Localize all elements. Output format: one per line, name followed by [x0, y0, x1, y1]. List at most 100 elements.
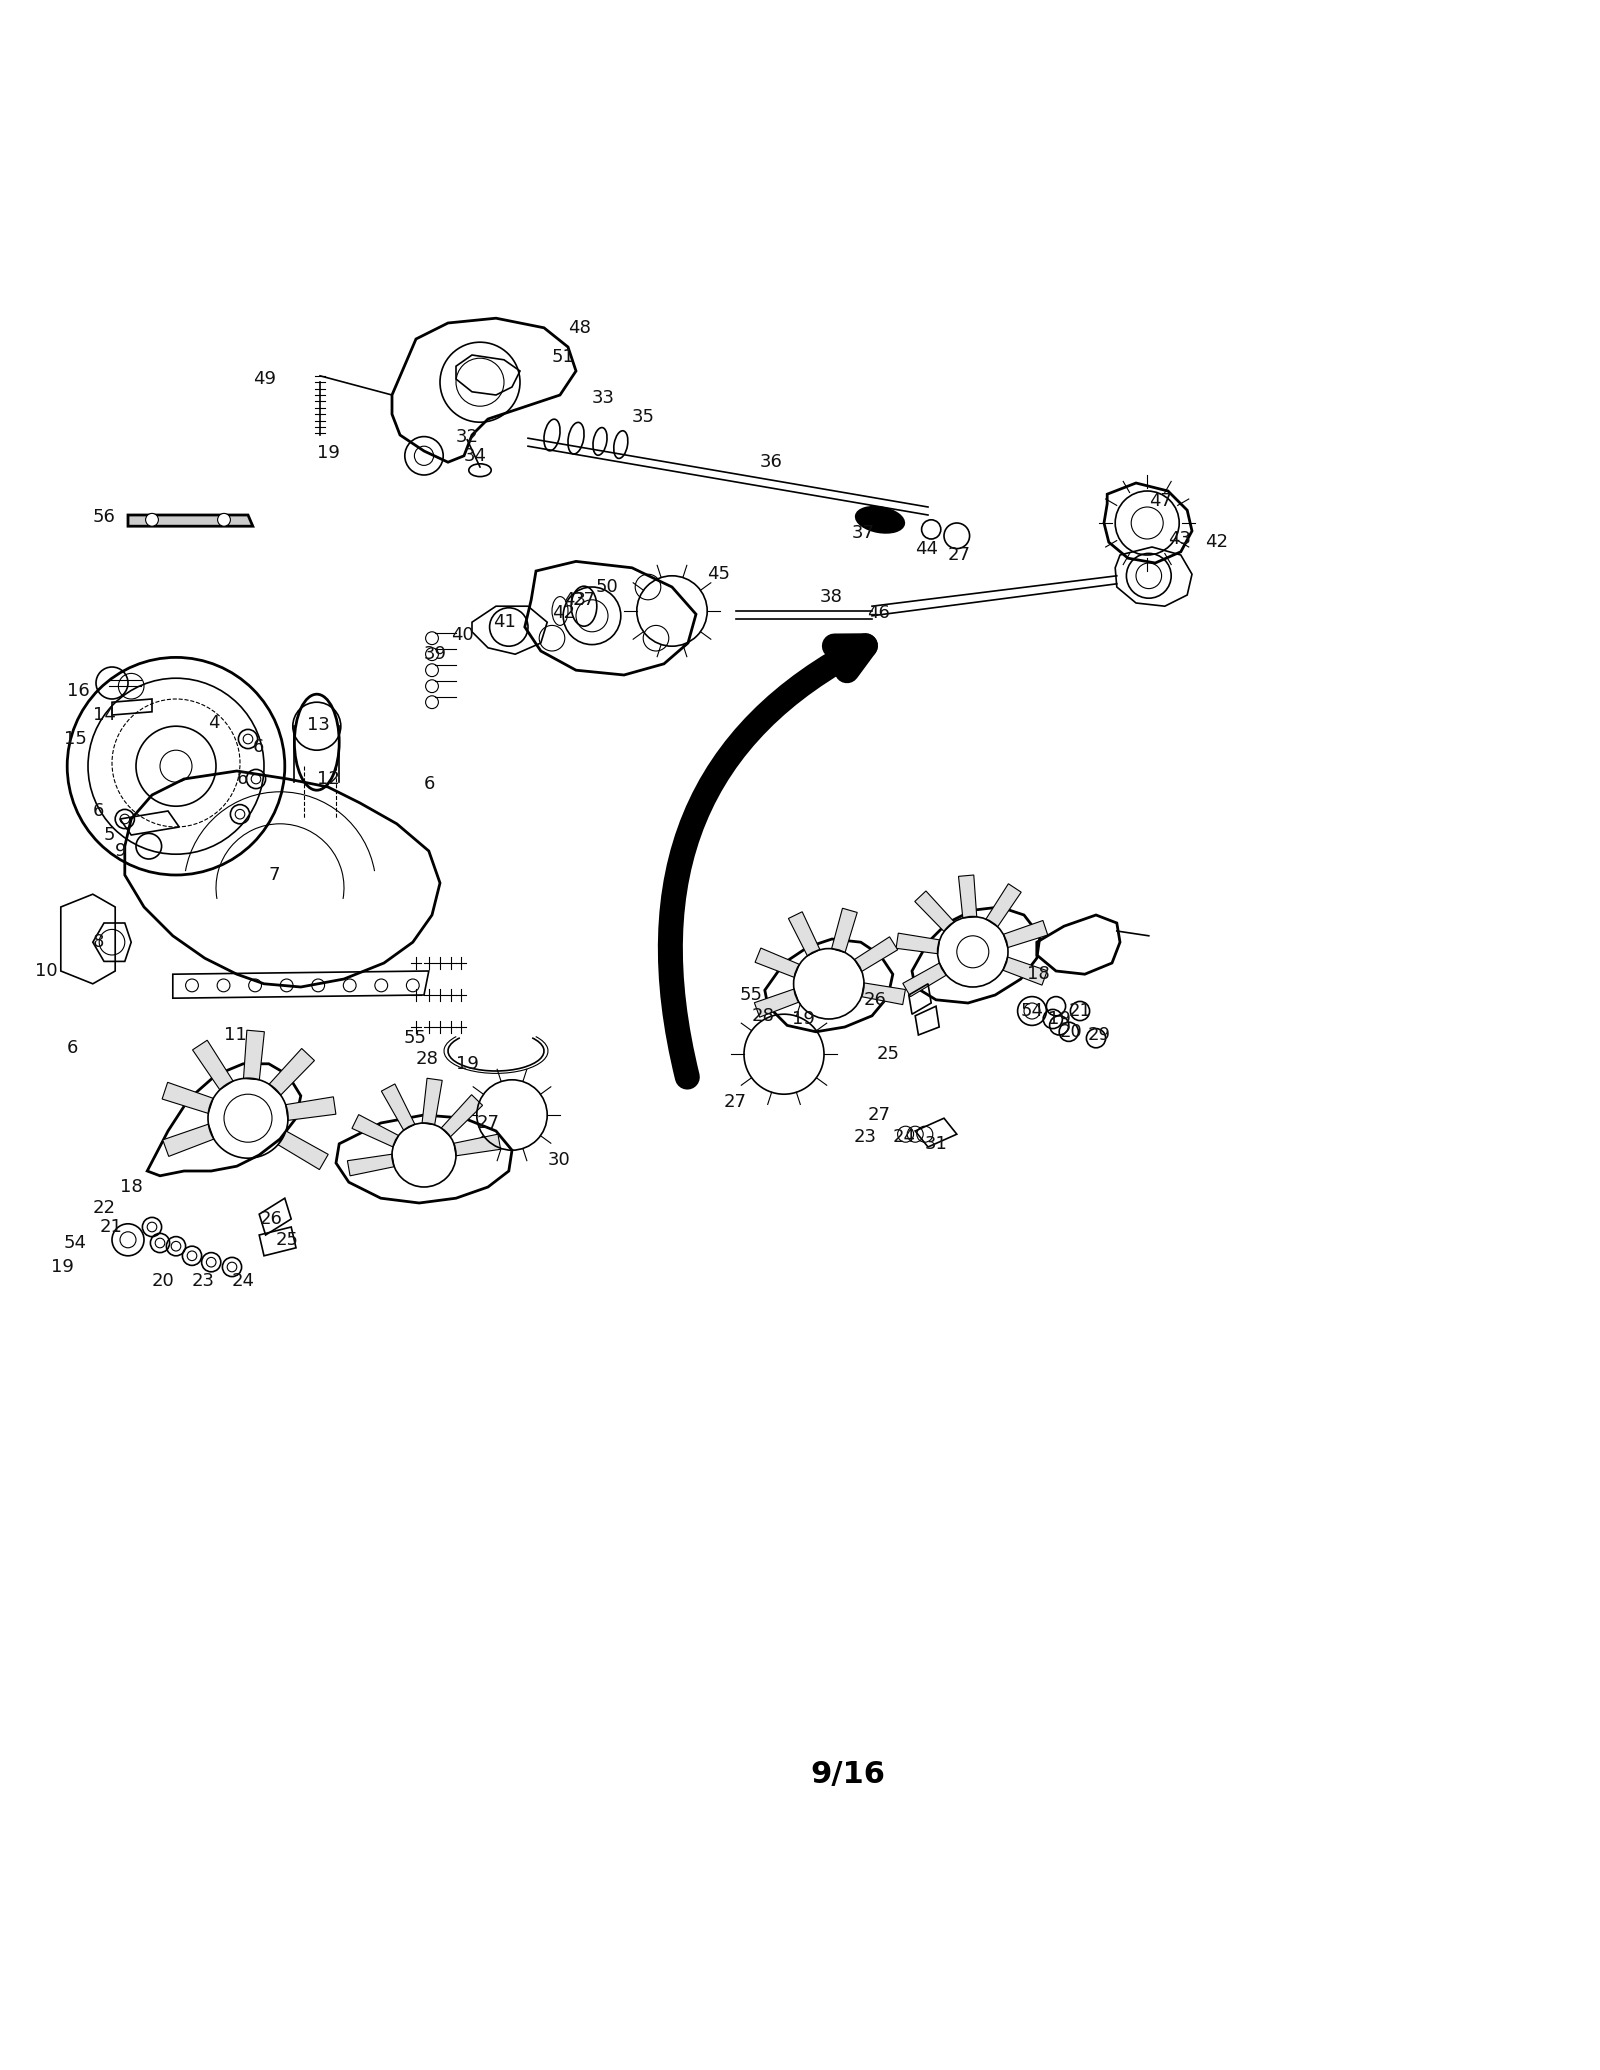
Text: 56: 56 — [93, 507, 115, 526]
Text: 27: 27 — [867, 1105, 890, 1124]
Text: 42: 42 — [552, 604, 574, 621]
Text: 16: 16 — [67, 681, 90, 700]
Text: 26: 26 — [864, 992, 886, 1008]
Text: 36: 36 — [760, 453, 782, 472]
Circle shape — [218, 513, 230, 526]
Text: 6: 6 — [424, 774, 435, 793]
Text: 11: 11 — [224, 1027, 246, 1043]
Text: 41: 41 — [493, 613, 515, 631]
Text: 10: 10 — [35, 963, 58, 979]
Text: 19: 19 — [317, 443, 339, 462]
Polygon shape — [128, 515, 253, 526]
Polygon shape — [1003, 956, 1048, 985]
Text: 13: 13 — [307, 716, 330, 733]
Text: 27: 27 — [477, 1114, 499, 1132]
Circle shape — [146, 513, 158, 526]
Polygon shape — [1003, 921, 1048, 948]
Text: 5: 5 — [104, 826, 115, 845]
Polygon shape — [958, 876, 976, 917]
Polygon shape — [422, 1078, 442, 1124]
Polygon shape — [442, 1095, 483, 1136]
Text: 45: 45 — [707, 565, 730, 584]
Text: 50: 50 — [595, 578, 618, 596]
Polygon shape — [861, 983, 906, 1004]
Text: 23: 23 — [192, 1273, 214, 1290]
Text: 27: 27 — [947, 546, 970, 563]
Polygon shape — [454, 1134, 501, 1155]
Text: 51: 51 — [552, 348, 574, 366]
Text: 19: 19 — [1048, 1010, 1070, 1029]
Polygon shape — [902, 963, 947, 996]
Text: 25: 25 — [275, 1232, 298, 1248]
Polygon shape — [789, 911, 819, 956]
Polygon shape — [162, 1083, 213, 1114]
Polygon shape — [278, 1130, 328, 1170]
Text: 23: 23 — [854, 1128, 877, 1147]
Text: 46: 46 — [867, 604, 890, 621]
Text: 28: 28 — [752, 1006, 774, 1025]
Polygon shape — [192, 1041, 234, 1089]
Text: 55: 55 — [403, 1029, 426, 1047]
Text: 33: 33 — [592, 389, 614, 408]
Text: 44: 44 — [915, 540, 938, 557]
Text: 48: 48 — [568, 319, 590, 337]
Text: 27: 27 — [723, 1093, 746, 1112]
Polygon shape — [286, 1097, 336, 1120]
Text: 14: 14 — [93, 706, 115, 724]
Text: 43: 43 — [563, 590, 586, 609]
Text: 38: 38 — [819, 588, 842, 607]
Polygon shape — [755, 948, 800, 977]
Text: 25: 25 — [877, 1045, 899, 1064]
Text: 6: 6 — [93, 801, 104, 820]
Polygon shape — [352, 1114, 398, 1147]
Text: 29: 29 — [1088, 1027, 1110, 1043]
Polygon shape — [854, 938, 898, 971]
Text: 32: 32 — [456, 428, 478, 445]
Text: 9/16: 9/16 — [811, 1760, 885, 1788]
Polygon shape — [163, 1124, 214, 1157]
Text: 22: 22 — [93, 1199, 115, 1217]
Text: 39: 39 — [424, 646, 446, 662]
Text: 55: 55 — [739, 985, 762, 1004]
Text: 4: 4 — [208, 714, 219, 733]
Text: 28: 28 — [416, 1049, 438, 1068]
Text: 37: 37 — [851, 524, 874, 542]
Text: 54: 54 — [1021, 1002, 1043, 1021]
Text: 49: 49 — [253, 371, 275, 387]
Text: 47: 47 — [1149, 491, 1171, 509]
Text: 15: 15 — [64, 731, 86, 747]
Text: 27: 27 — [573, 590, 595, 609]
Polygon shape — [269, 1049, 315, 1095]
Text: 35: 35 — [632, 408, 654, 426]
Polygon shape — [832, 909, 858, 952]
Polygon shape — [754, 989, 798, 1016]
Text: 9: 9 — [115, 842, 126, 859]
Text: 12: 12 — [317, 770, 339, 789]
Polygon shape — [243, 1031, 264, 1081]
Text: 6: 6 — [237, 770, 248, 789]
Text: 8: 8 — [93, 934, 104, 952]
Polygon shape — [896, 934, 939, 954]
Polygon shape — [986, 884, 1021, 927]
Text: 40: 40 — [451, 625, 474, 644]
Polygon shape — [381, 1085, 414, 1130]
Text: 31: 31 — [925, 1134, 947, 1153]
Text: 19: 19 — [51, 1259, 74, 1275]
Text: 30: 30 — [547, 1151, 570, 1170]
Text: 24: 24 — [893, 1128, 915, 1147]
Text: 6: 6 — [67, 1039, 78, 1058]
Text: 20: 20 — [1059, 1023, 1082, 1041]
Text: 7: 7 — [269, 865, 280, 884]
Text: 18: 18 — [1027, 965, 1050, 983]
Polygon shape — [347, 1155, 394, 1176]
Text: 18: 18 — [120, 1178, 142, 1196]
Text: 26: 26 — [259, 1211, 282, 1228]
Text: 42: 42 — [1205, 534, 1227, 551]
Text: 43: 43 — [1168, 530, 1190, 549]
Text: 21: 21 — [1069, 1002, 1091, 1021]
Text: 19: 19 — [456, 1056, 478, 1072]
Text: 6: 6 — [253, 739, 264, 756]
Text: 54: 54 — [64, 1234, 86, 1252]
Ellipse shape — [856, 507, 904, 532]
Text: 19: 19 — [792, 1010, 814, 1029]
